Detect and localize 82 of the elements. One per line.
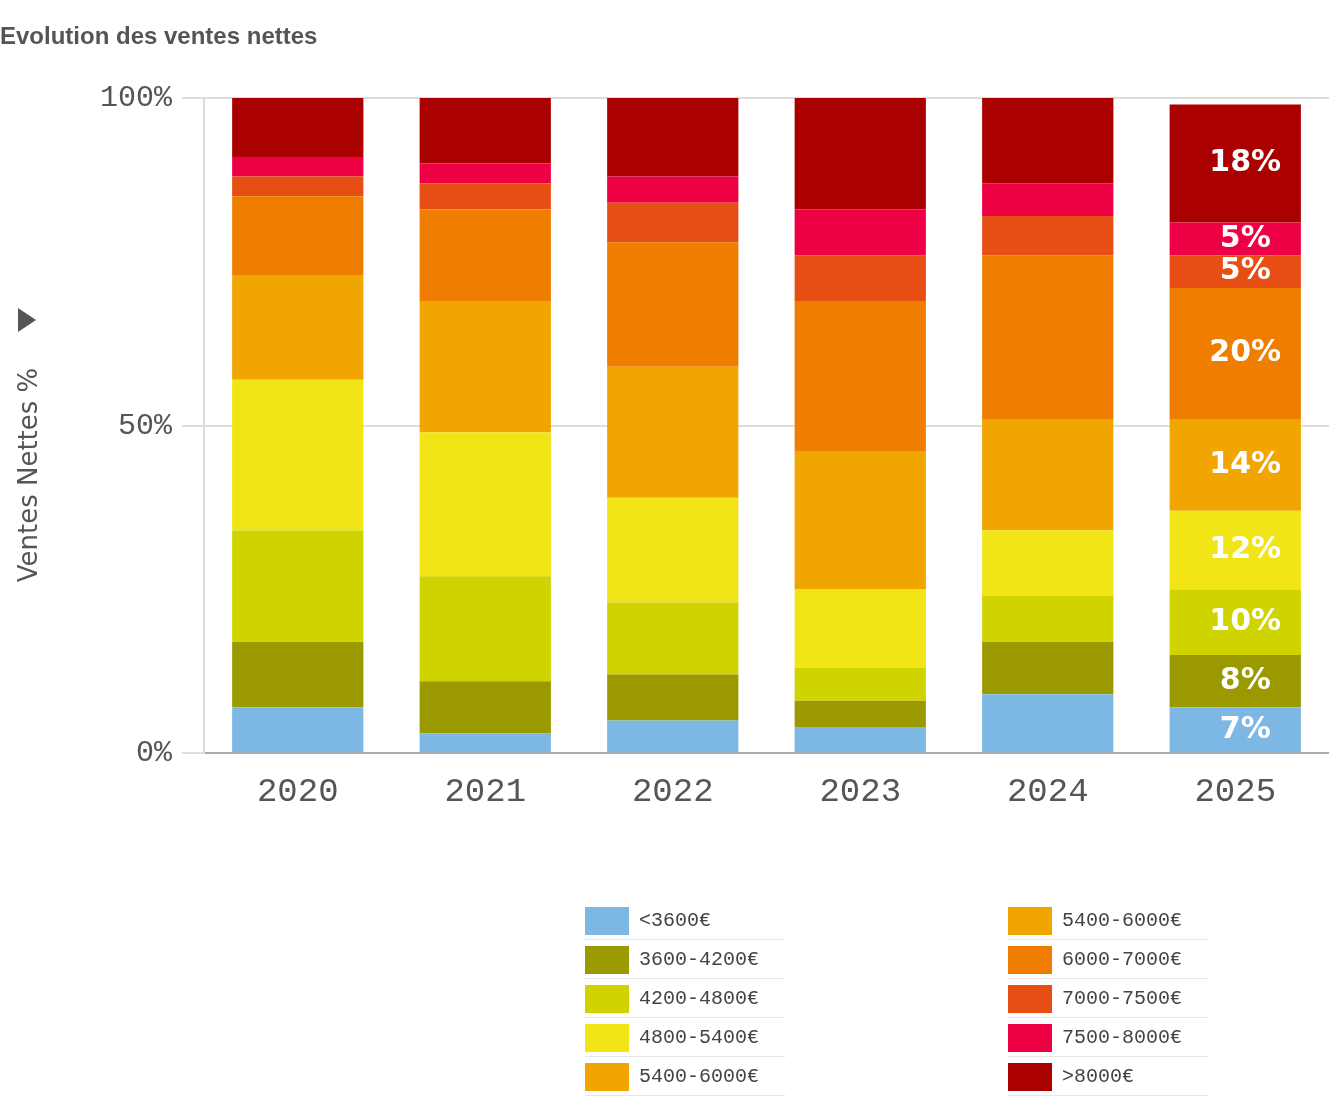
bar [1169, 589, 1301, 655]
data-label: 5% [1219, 251, 1271, 287]
bar [1169, 654, 1301, 708]
bar [232, 530, 364, 642]
bar [607, 497, 739, 603]
legend-label: <3600€ [639, 909, 712, 933]
bar [982, 595, 1114, 642]
bar [1169, 104, 1301, 223]
bar [232, 274, 364, 380]
bar [607, 720, 739, 753]
bar [794, 589, 926, 669]
bar [982, 183, 1114, 216]
x-tick-label: 2020 [256, 772, 339, 811]
bar [419, 183, 551, 210]
bar [1169, 707, 1301, 753]
bar [607, 602, 739, 675]
legend-label: 4800-5400€ [639, 1026, 760, 1050]
bar [1169, 419, 1301, 511]
bar [607, 674, 739, 721]
y-tick-label: 50% [118, 408, 173, 443]
bar [982, 255, 1114, 420]
bar [794, 700, 926, 727]
bar [607, 242, 739, 367]
bar [232, 379, 364, 531]
y-axis-title: Ventes Nettes % [13, 367, 43, 583]
bar [982, 215, 1114, 256]
bar [232, 98, 364, 157]
bar [794, 668, 926, 701]
bar [232, 176, 364, 197]
bar [419, 301, 551, 433]
legend-label: 5400-6000€ [1062, 909, 1183, 933]
data-label: 10% [1209, 601, 1282, 637]
data-label: 7% [1219, 709, 1271, 745]
data-label: 18% [1209, 143, 1282, 179]
data-label: 8% [1219, 660, 1271, 696]
legend-label: 3600-4200€ [639, 948, 760, 972]
bar [1169, 288, 1301, 420]
bar [419, 432, 551, 577]
data-label: 14% [1209, 444, 1282, 480]
x-tick-label: 2023 [819, 772, 902, 811]
bar [607, 366, 739, 498]
bar [794, 451, 926, 590]
bar [419, 681, 551, 734]
bar [232, 707, 364, 753]
x-tick-label: 2022 [631, 772, 714, 811]
legend-label: 7000-7500€ [1062, 987, 1183, 1011]
bar [794, 726, 926, 753]
bar [419, 209, 551, 302]
bar [607, 176, 739, 203]
data-label: 5% [1219, 218, 1271, 254]
bar [419, 733, 551, 753]
bar [982, 694, 1114, 753]
chart-title: Evolution des ventes nettes [0, 22, 318, 50]
y-tick-label: 0% [136, 736, 173, 771]
bar [232, 641, 364, 708]
bar [607, 202, 739, 243]
data-label: 20% [1209, 333, 1282, 369]
bar [982, 641, 1114, 695]
text: 5400-6000€ [639, 1065, 760, 1089]
legend-label: >8000€ [1062, 1065, 1135, 1089]
x-tick-label: 2021 [444, 772, 527, 811]
bar [232, 156, 364, 177]
x-tick-label: 2024 [1006, 772, 1089, 811]
bar [982, 98, 1114, 184]
bar [982, 530, 1114, 596]
bar [419, 576, 551, 682]
bar [794, 209, 926, 256]
bar [794, 255, 926, 302]
y-tick-label: 100% [100, 80, 173, 115]
legend-label: 7500-8000€ [1062, 1026, 1183, 1050]
data-label: 12% [1209, 529, 1282, 565]
bar [232, 196, 364, 275]
x-tick-label: 2025 [1194, 772, 1277, 811]
bar [1169, 510, 1301, 590]
bar [419, 163, 551, 184]
bar [794, 301, 926, 452]
legend-label: 4200-4800€ [639, 987, 760, 1011]
bar [607, 98, 739, 177]
bar [419, 98, 551, 164]
legend-label: 6000-7000€ [1062, 948, 1183, 972]
bar [794, 98, 926, 210]
bar [982, 419, 1114, 531]
